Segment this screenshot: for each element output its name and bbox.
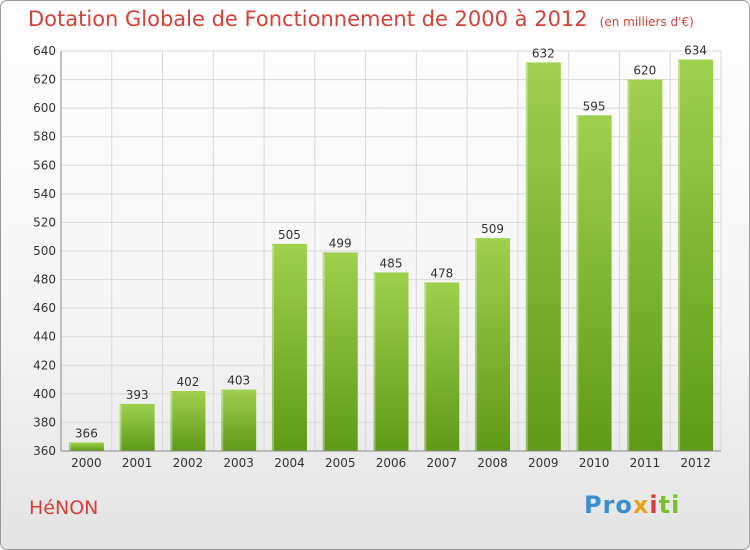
logo-part: ti xyxy=(658,491,681,519)
logo-part: Pro xyxy=(584,491,633,519)
y-tick-label: 620 xyxy=(33,73,56,87)
chart-title: Dotation Globale de Fonctionnement de 20… xyxy=(28,7,694,31)
x-tick-label: 2003 xyxy=(223,456,254,470)
x-tick-label: 2010 xyxy=(579,456,610,470)
bar xyxy=(119,403,155,451)
value-label: 632 xyxy=(532,46,555,60)
logo-part: i xyxy=(649,491,659,519)
y-tick-label: 380 xyxy=(33,415,56,429)
bar xyxy=(576,115,612,452)
y-tick-label: 420 xyxy=(33,358,56,372)
x-tick-label: 2001 xyxy=(122,456,153,470)
commune-name: HéNON xyxy=(29,497,99,519)
x-tick-label: 2012 xyxy=(680,456,711,470)
value-label: 478 xyxy=(430,266,453,280)
bar xyxy=(678,59,714,451)
axes: 360 380 400 420 440 460 480 500 520 540 560 580 600 6… xyxy=(33,44,721,470)
y-tick-label: 520 xyxy=(33,215,56,229)
x-tick-label: 2005 xyxy=(325,456,356,470)
y-tick-label: 360 xyxy=(33,444,56,458)
y-tick-label: 460 xyxy=(33,301,56,315)
y-tick-label: 440 xyxy=(33,330,56,344)
y-tick-label: 580 xyxy=(33,130,56,144)
value-label: 595 xyxy=(583,99,606,113)
bar xyxy=(68,442,104,451)
value-label: 499 xyxy=(329,236,352,250)
proxiti-logo[interactable]: Proxiti xyxy=(584,491,680,519)
bar xyxy=(525,62,561,452)
value-label: 634 xyxy=(684,44,707,58)
value-label: 403 xyxy=(227,374,250,388)
chart-subtitle: (en milliers d'€) xyxy=(599,15,694,29)
bar xyxy=(373,272,409,451)
bar xyxy=(627,79,663,452)
y-tick-label: 400 xyxy=(33,387,56,401)
value-label: 393 xyxy=(126,388,149,402)
chart-title-text: Dotation Globale de Fonctionnement de 20… xyxy=(28,7,588,31)
x-tick-label: 2000 xyxy=(71,456,102,470)
y-tick-label: 480 xyxy=(33,273,56,287)
x-tick-label: 2002 xyxy=(173,456,204,470)
bar xyxy=(475,238,511,451)
x-tick-label: 2004 xyxy=(274,456,305,470)
logo-part: x xyxy=(632,491,650,519)
y-tick-label: 560 xyxy=(33,158,56,172)
x-tick-label: 2009 xyxy=(528,456,559,470)
bar xyxy=(322,252,358,451)
bar xyxy=(271,243,307,451)
y-tick-label: 540 xyxy=(33,187,56,201)
bar xyxy=(170,391,206,451)
y-tick-label: 640 xyxy=(33,44,56,58)
x-tick-label: 2008 xyxy=(477,456,508,470)
x-tick-label: 2007 xyxy=(426,456,457,470)
bar xyxy=(221,389,257,451)
value-label: 509 xyxy=(481,222,504,236)
value-label: 505 xyxy=(278,228,301,242)
x-tick-label: 2011 xyxy=(630,456,661,470)
y-tick-label: 600 xyxy=(33,101,56,115)
value-label: 366 xyxy=(75,426,98,440)
bars xyxy=(68,59,714,452)
y-tick-label: 500 xyxy=(33,244,56,258)
value-label: 620 xyxy=(633,64,656,78)
x-tick-label: 2006 xyxy=(376,456,407,470)
value-label: 402 xyxy=(176,375,199,389)
value-label: 485 xyxy=(380,256,403,270)
bar xyxy=(424,282,460,451)
